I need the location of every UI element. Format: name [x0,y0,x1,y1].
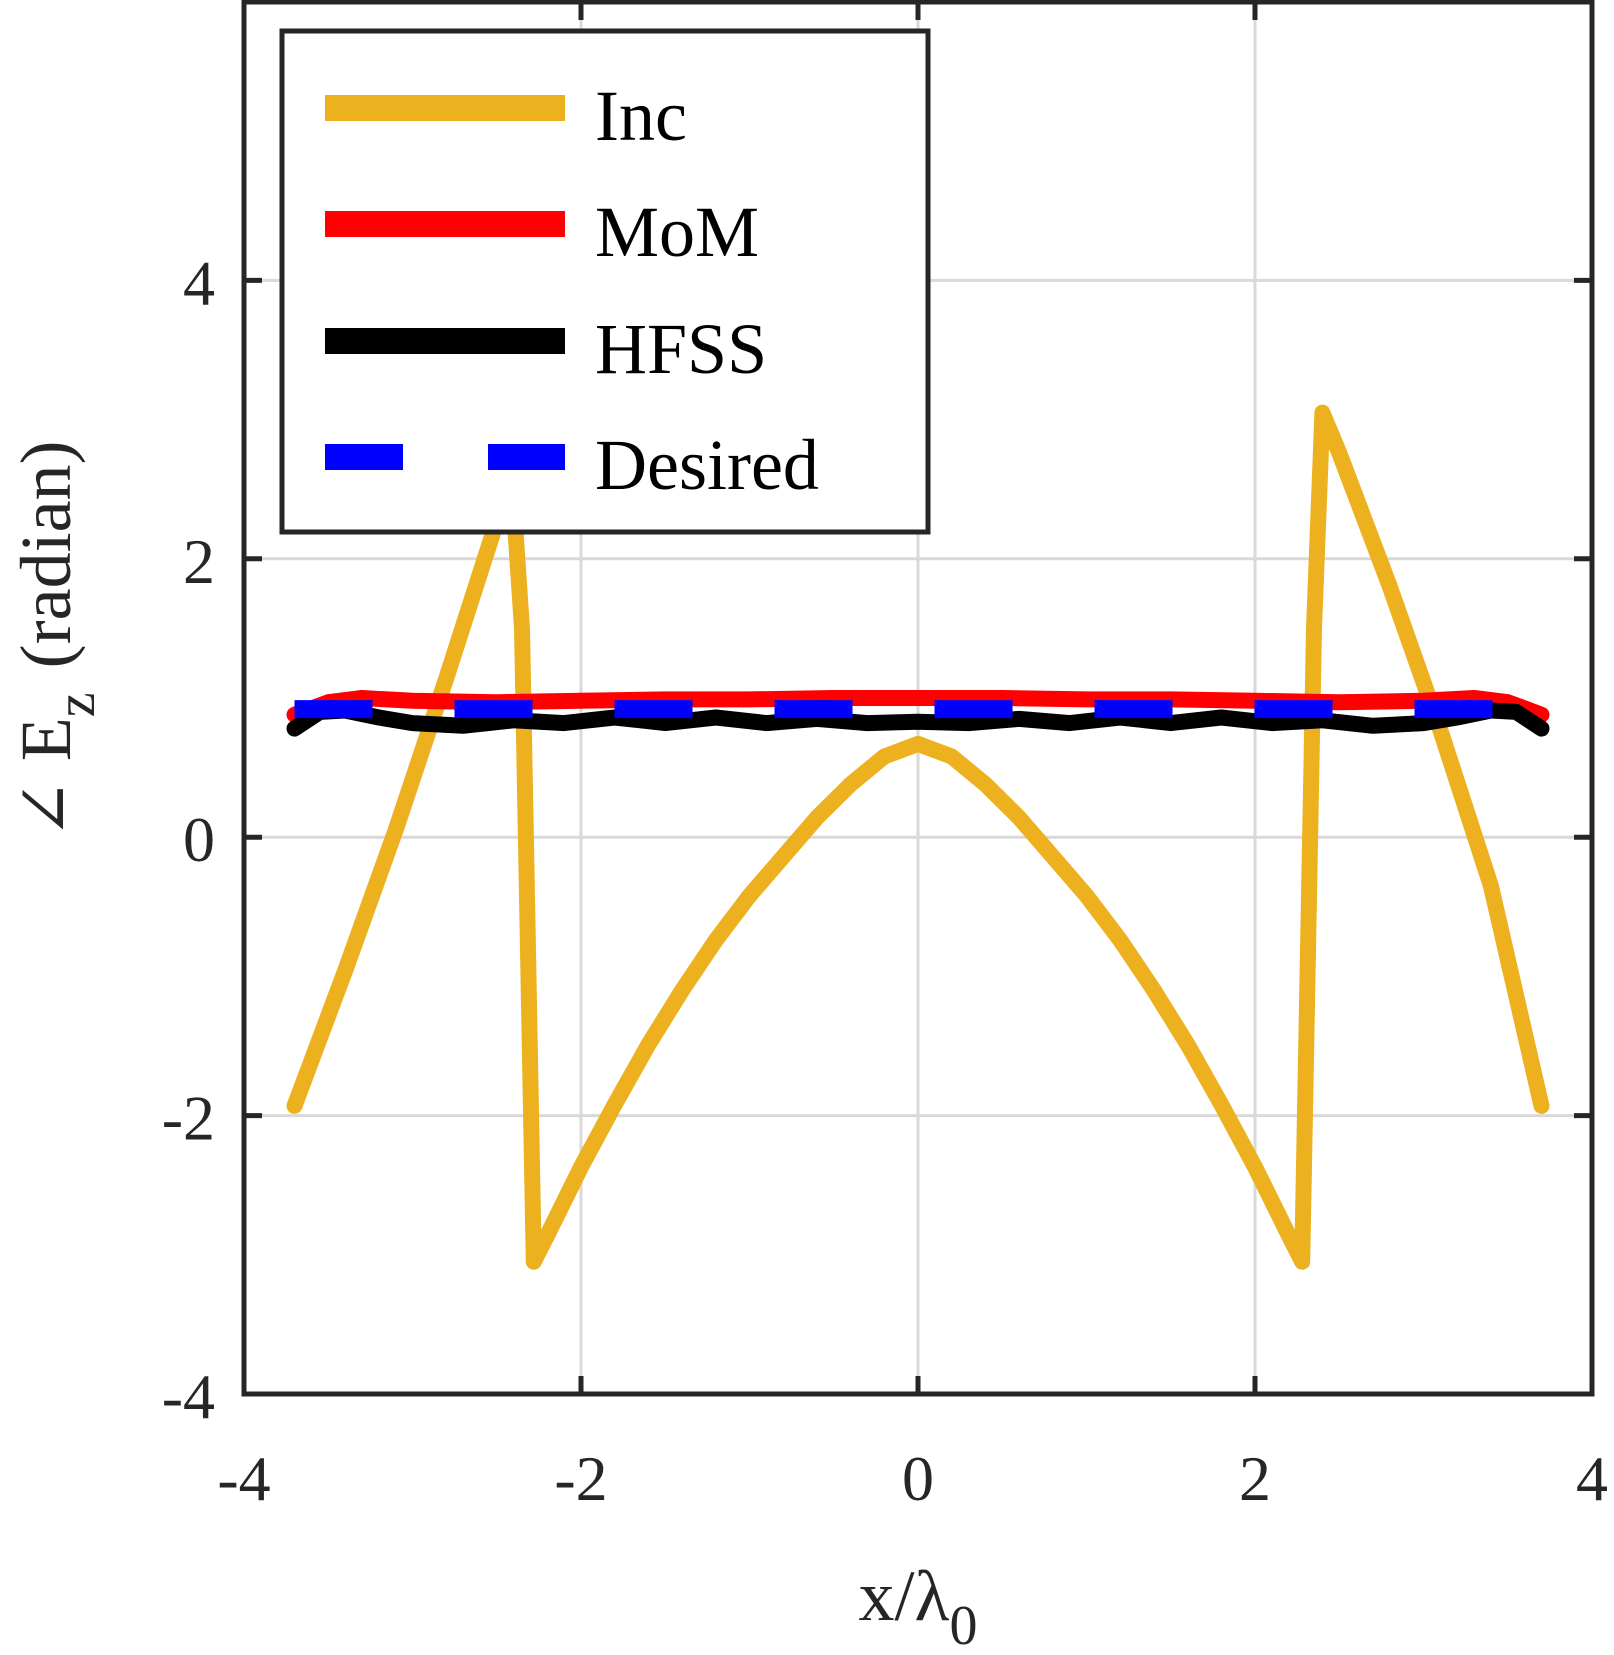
series-line-hfss [286,702,1550,737]
legend-label-hfss: HFSS [595,309,767,389]
y-axis-label: ∠ Ez (radian) [6,440,107,839]
series-line-inc [286,404,1550,1270]
y-axis-label-unit: (radian) [6,440,86,668]
legend-label-inc: Inc [595,76,687,156]
y-axis-label-subscript: z [45,692,107,717]
x-tick-label: 2 [1239,1443,1271,1514]
x-axis-label: x/λ0 [859,1556,978,1655]
y-tick-label: 0 [183,804,215,875]
y-tick-label: -2 [162,1083,215,1154]
x-tick-label: 0 [902,1443,934,1514]
x-axis-label-subscript: 0 [949,1595,977,1655]
x-tick-label: 4 [1576,1443,1608,1514]
axis-ticks: -4 -2 0 2 4 -4 -2 0 2 4 [162,2,1608,1514]
x-axis-label-main: x/λ [859,1556,950,1636]
legend-label-mom: MoM [595,192,759,272]
y-tick-label: -4 [162,1361,215,1432]
x-tick-label: -4 [217,1443,270,1514]
legend: Inc MoM HFSS Desired [279,28,931,535]
y-tick-label: 2 [183,526,215,597]
series-layer [286,404,1550,1270]
legend-label-desired: Desired [595,425,819,505]
x-tick-label: -2 [554,1443,607,1514]
y-tick-label: 4 [183,247,215,318]
y-axis-label-main: ∠ E [6,717,86,839]
